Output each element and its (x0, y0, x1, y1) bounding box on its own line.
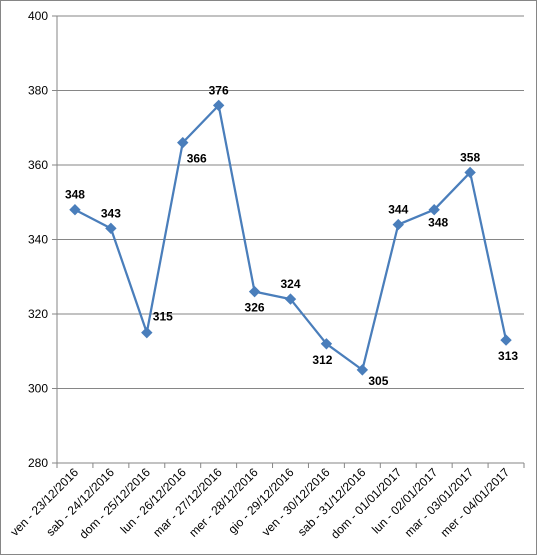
data-point-7 (320, 338, 333, 350)
data-label-7: 312 (312, 353, 332, 367)
data-label-9: 344 (388, 203, 408, 217)
data-point-10 (428, 203, 440, 216)
data-label-3: 366 (187, 152, 207, 166)
data-point-5 (248, 285, 261, 298)
data-point-12 (500, 334, 512, 346)
data-point-0 (69, 203, 81, 216)
data-label-11: 358 (460, 150, 480, 164)
data-point-2 (141, 326, 153, 339)
y-tick-label-380: 380 (28, 84, 48, 98)
data-label-10: 348 (428, 216, 448, 230)
data-label-4: 376 (209, 83, 229, 97)
data-point-11 (464, 166, 476, 179)
y-tick-label-360: 360 (28, 158, 48, 172)
axes (52, 15, 525, 468)
y-tick-labels: 280 300 320 340 360 380 400 (28, 9, 48, 470)
gridlines (57, 15, 524, 389)
data-point-8 (356, 364, 369, 376)
series-group (69, 99, 512, 376)
y-tick-label-320: 320 (28, 307, 48, 321)
data-label-2: 315 (153, 310, 173, 324)
data-label-8: 305 (368, 374, 388, 388)
y-tick-label-340: 340 (28, 233, 48, 247)
y-tick-label-400: 400 (28, 9, 48, 23)
data-label-0: 348 (65, 188, 85, 202)
series-line (74, 104, 508, 371)
data-label-1: 343 (101, 206, 121, 220)
data-label-5: 326 (245, 301, 265, 315)
data-labels: 348 343 315 366 376 326 324 312 305 344 348 358 313 (65, 83, 518, 387)
data-point-6 (284, 293, 297, 305)
data-point-1 (105, 222, 117, 235)
y-tick-label-280: 280 (28, 456, 48, 470)
data-point-4 (212, 99, 225, 112)
data-label-6: 324 (280, 277, 300, 291)
data-label-12: 313 (498, 349, 518, 363)
data-point-3 (177, 136, 189, 149)
data-point-9 (392, 218, 404, 231)
y-tick-label-300: 300 (28, 382, 48, 396)
